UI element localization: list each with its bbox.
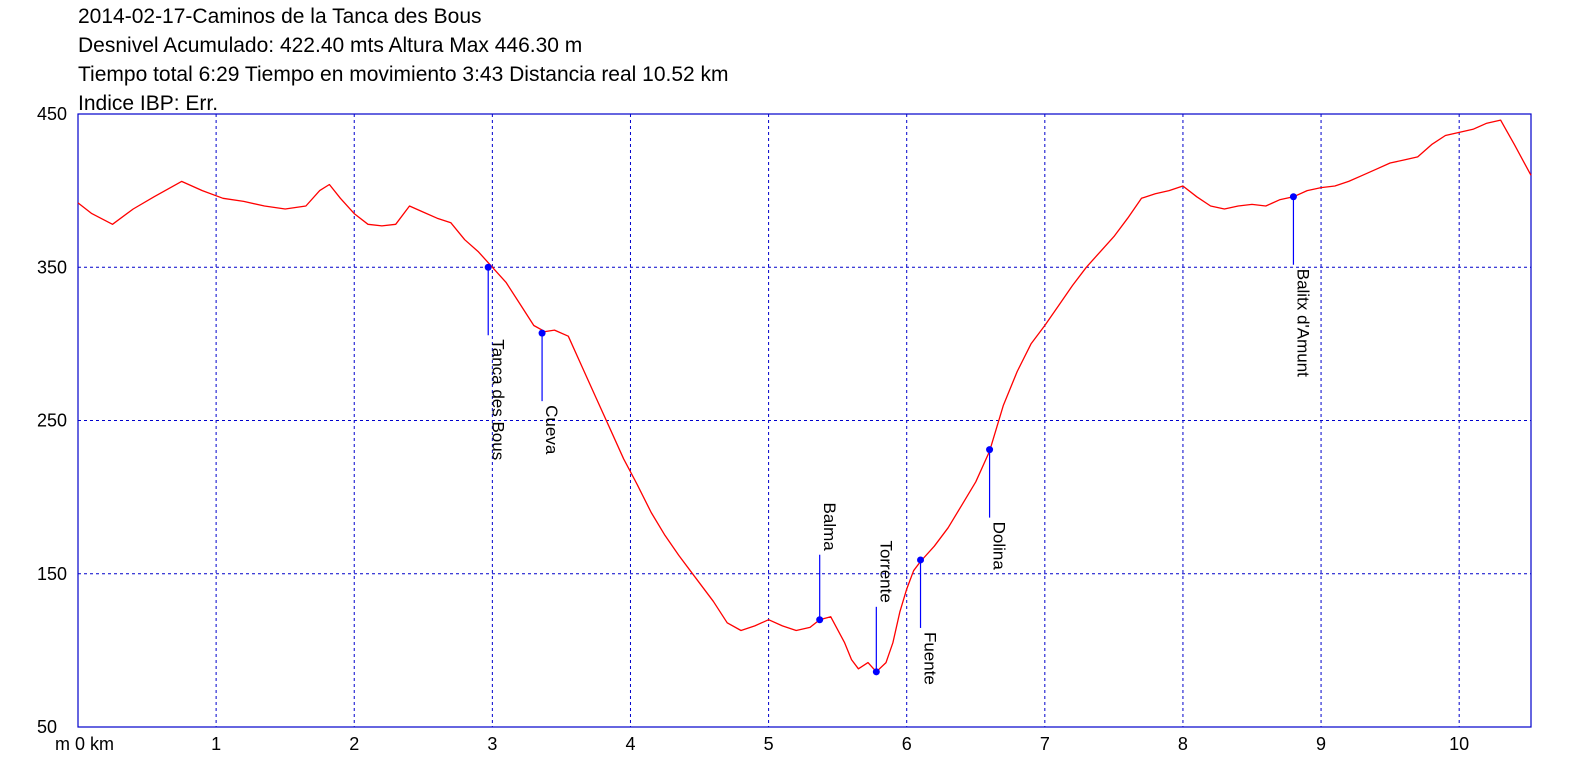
x-tick-label: 1	[211, 734, 221, 754]
waypoint-dot	[917, 556, 925, 564]
y-tick-label: 450	[37, 104, 67, 124]
waypoint-label: Balitx d'Amunt	[1294, 269, 1313, 377]
waypoint-marker: Cueva	[538, 329, 561, 455]
waypoint-dot	[986, 446, 994, 454]
waypoint-dot	[484, 263, 492, 271]
chart-title: 2014-02-17-Caminos de la Tanca des Bous	[78, 5, 482, 28]
elevation-series-line	[77, 119, 1532, 673]
x-tick-label: 8	[1178, 734, 1188, 754]
x-tick-label: 9	[1316, 734, 1326, 754]
ibp-index: Indice IBP: Err.	[78, 92, 219, 115]
waypoint-marker: Tanca des Bous	[484, 263, 507, 460]
waypoint-marker: Balitx d'Amunt	[1289, 193, 1313, 377]
waypoint-marker: Balma	[816, 503, 839, 624]
y-tick-label: 50	[37, 717, 57, 737]
axis-tick-labels: m 0 km 1 2 3 4 5 6 7 8 9 10 50 150 250 350 450	[37, 104, 1469, 754]
x-tick-label: 4	[625, 734, 635, 754]
waypoint-label: Fuente	[921, 632, 940, 685]
x-tick-label: 10	[1449, 734, 1469, 754]
time-distance-summary: Tiempo total 6:29 Tiempo en movimiento 3…	[78, 63, 729, 86]
grid-lines	[78, 114, 1531, 727]
y-tick-label: 150	[37, 564, 67, 584]
waypoint-label: Cueva	[542, 405, 561, 455]
waypoint-label: Torrente	[876, 540, 895, 602]
waypoint-dot	[816, 616, 824, 624]
plot-frame	[77, 113, 1532, 728]
chart-header: 2014-02-17-Caminos de la Tanca des Bous …	[78, 2, 729, 118]
waypoint-marker: Fuente	[917, 556, 940, 685]
waypoint-marker: Torrente	[872, 540, 895, 676]
y-tick-label: 350	[37, 257, 67, 277]
waypoint-layer: Tanca des Bous Cueva Balma Torrente Fuente Do…	[484, 193, 1313, 685]
x-tick-label: 2	[349, 734, 359, 754]
x-tick-label: 5	[764, 734, 774, 754]
elevation-summary: Desnivel Acumulado: 422.40 mts Altura Ma…	[78, 34, 583, 57]
waypoint-marker: Dolina	[986, 446, 1009, 570]
x-tick-label: m 0 km	[55, 734, 114, 754]
waypoint-label: Balma	[820, 503, 839, 552]
elevation-line-layer	[77, 119, 1532, 673]
x-tick-label: 3	[487, 734, 497, 754]
x-tick-label: 6	[902, 734, 912, 754]
waypoint-dot	[872, 668, 880, 676]
waypoint-dot	[1289, 193, 1297, 201]
waypoint-label: Tanca des Bous	[488, 339, 507, 460]
y-tick-label: 250	[37, 411, 67, 431]
waypoint-label: Dolina	[990, 522, 1009, 571]
waypoint-dot	[538, 329, 546, 337]
x-tick-label: 7	[1040, 734, 1050, 754]
